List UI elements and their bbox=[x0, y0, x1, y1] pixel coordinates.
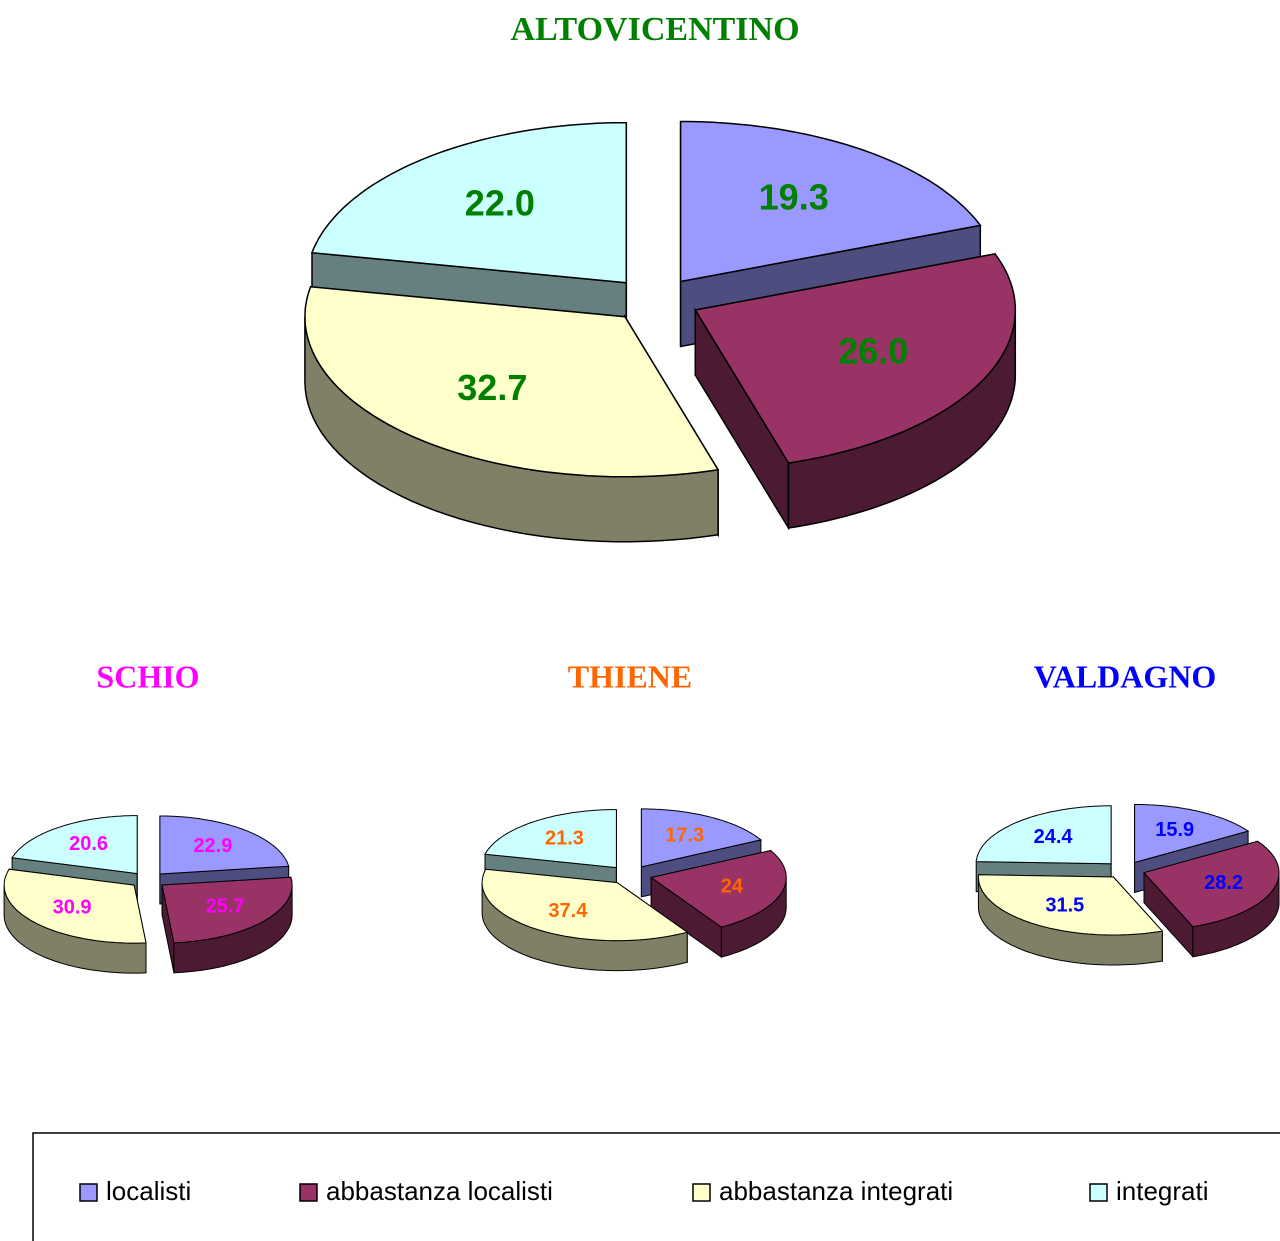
legend-swatch bbox=[692, 1183, 711, 1202]
legend-swatch bbox=[299, 1183, 318, 1202]
chart-title: ALTOVICENTINO bbox=[510, 11, 799, 48]
slice bbox=[1134, 804, 1250, 864]
slice bbox=[649, 849, 787, 928]
data-label: 20.6 bbox=[69, 833, 108, 855]
data-label: 25.7 bbox=[206, 896, 245, 918]
slice bbox=[304, 285, 720, 478]
slice bbox=[694, 253, 1017, 464]
slice bbox=[484, 809, 617, 869]
data-label: 28.2 bbox=[1204, 872, 1243, 894]
data-label: 19.3 bbox=[759, 177, 829, 218]
data-label: 21.3 bbox=[545, 828, 584, 850]
slice bbox=[975, 805, 1112, 865]
slice bbox=[161, 876, 293, 944]
chart-title: SCHIO bbox=[96, 658, 199, 694]
slice bbox=[977, 874, 1164, 936]
slice bbox=[310, 121, 628, 284]
slice bbox=[640, 808, 763, 868]
legend-swatch bbox=[79, 1183, 98, 1202]
slice bbox=[1143, 840, 1280, 928]
slice bbox=[159, 815, 290, 875]
data-label: 31.5 bbox=[1045, 895, 1084, 917]
data-label: 24 bbox=[721, 875, 744, 897]
slice bbox=[3, 868, 147, 944]
data-label: 30.9 bbox=[53, 896, 92, 918]
legend-label: localisti bbox=[106, 1176, 191, 1206]
data-label: 22.9 bbox=[193, 835, 232, 857]
slice bbox=[481, 868, 689, 942]
legend-box bbox=[32, 1132, 1280, 1241]
legend-label: integrati bbox=[1116, 1176, 1209, 1206]
slice bbox=[679, 120, 982, 283]
legend-label: abbastanza integrati bbox=[719, 1176, 953, 1206]
data-label: 15.9 bbox=[1155, 819, 1194, 841]
chart-title: THIENE bbox=[568, 658, 692, 694]
chart-title: VALDAGNO bbox=[1034, 658, 1217, 694]
data-label: 17.3 bbox=[665, 824, 704, 846]
slice bbox=[11, 815, 138, 875]
data-label: 24.4 bbox=[1034, 826, 1074, 848]
legend-label: abbastanza localisti bbox=[326, 1176, 553, 1206]
data-label: 26.0 bbox=[838, 330, 908, 371]
data-label: 32.7 bbox=[457, 367, 527, 408]
data-label: 22.0 bbox=[465, 183, 535, 224]
legend-swatch bbox=[1089, 1183, 1108, 1202]
data-label: 37.4 bbox=[548, 900, 588, 922]
